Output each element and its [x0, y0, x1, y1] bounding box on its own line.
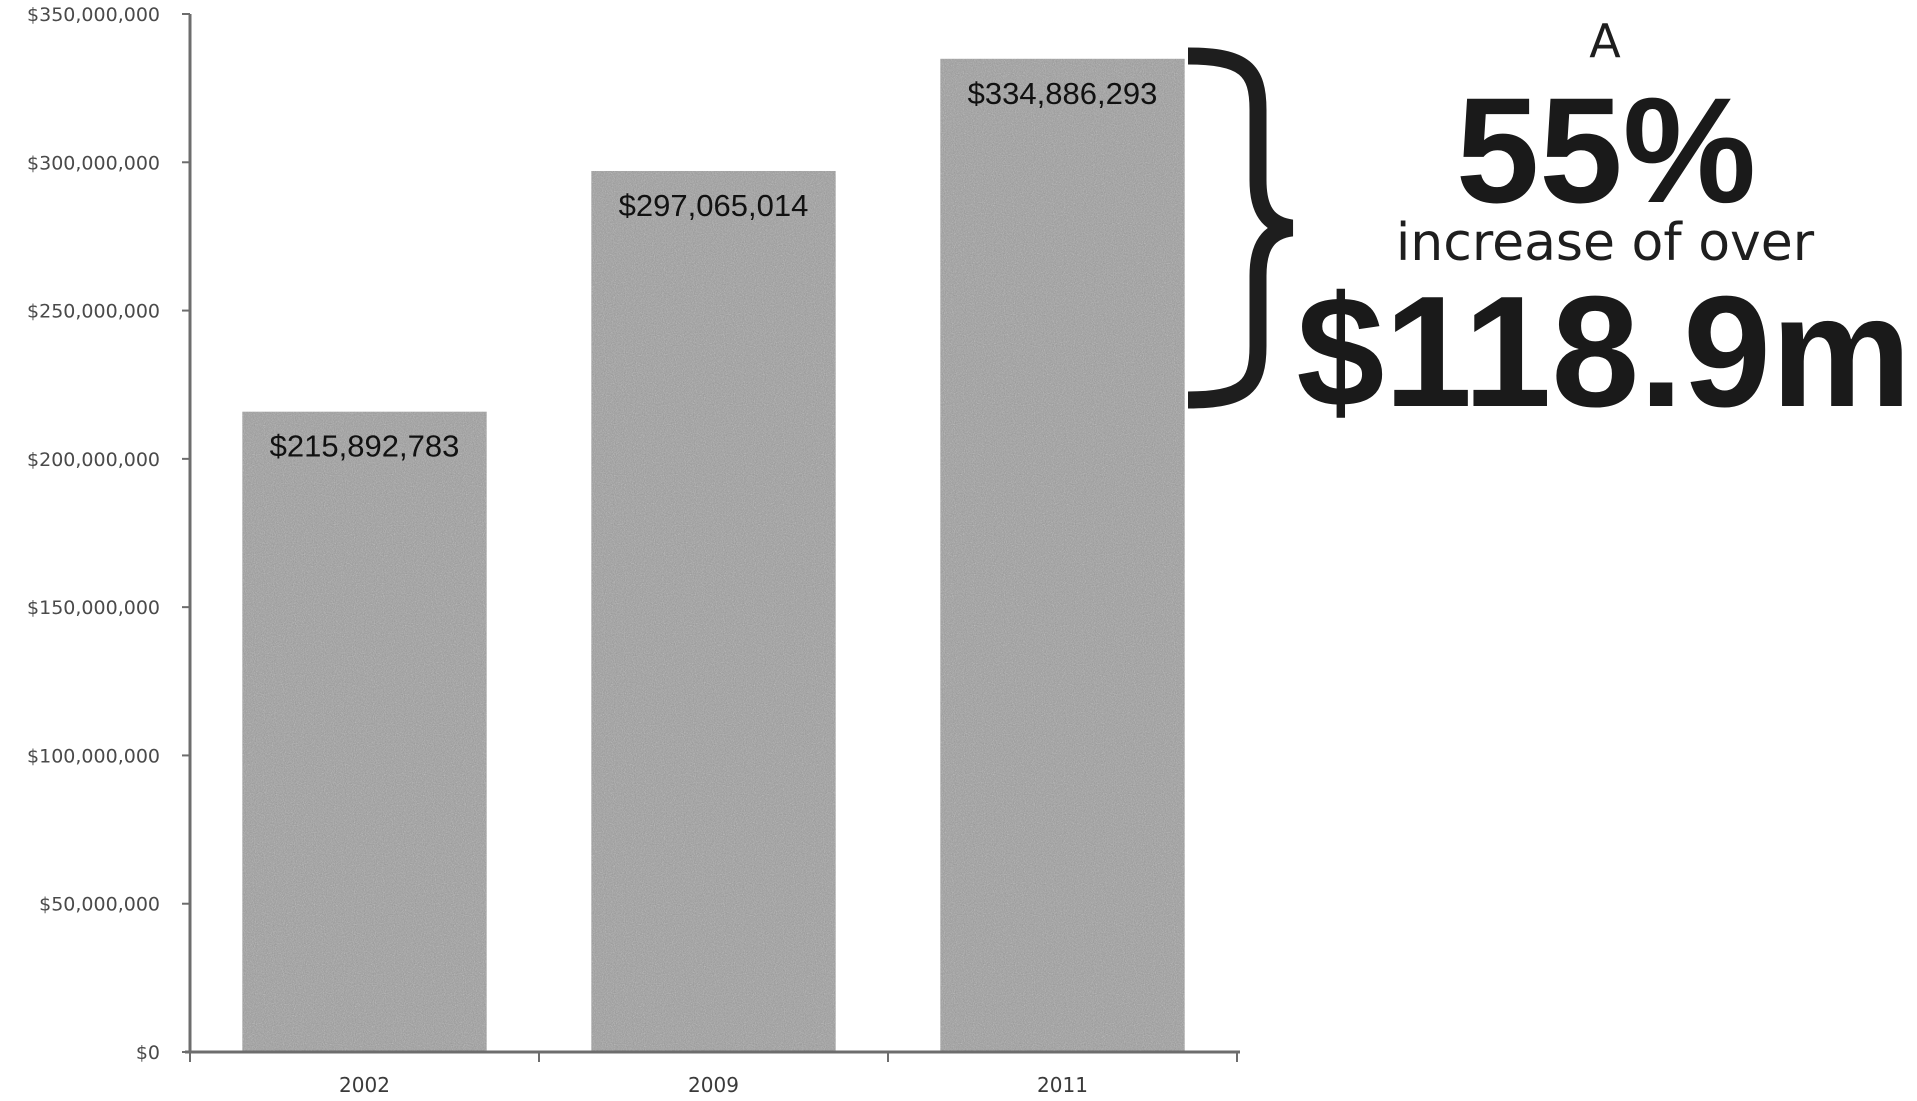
x-tick-label: 2002	[339, 1073, 390, 1097]
bars	[242, 58, 1185, 1052]
bar-2009	[591, 170, 836, 1052]
callout-description: increase of over	[1396, 213, 1815, 273]
callout-amount: $118.9m	[1296, 264, 1911, 440]
y-tick-label: $150,000,000	[27, 597, 160, 619]
y-tick-label: $100,000,000	[27, 745, 160, 767]
y-tick-label: $50,000,000	[39, 894, 160, 916]
data-labels: $215,892,783 $297,065,014 $334,886,293	[270, 76, 1158, 464]
bar-2011	[940, 58, 1185, 1052]
data-label-2009: $297,065,014	[619, 188, 809, 223]
data-label-2002: $215,892,783	[270, 429, 460, 464]
curly-brace	[1187, 47, 1294, 409]
x-tick-label: 2009	[688, 1073, 739, 1097]
y-tick-label: $250,000,000	[27, 301, 160, 323]
y-axis-ticks: $0 $50,000,000 $100,000,000 $150,000,000 $20…	[27, 4, 190, 1064]
y-tick-label: $200,000,000	[27, 449, 160, 471]
callout-percent: 55%	[1456, 66, 1756, 234]
bar-2002	[242, 411, 487, 1052]
callout-article: A	[1589, 14, 1621, 68]
y-tick-label: $300,000,000	[27, 152, 160, 174]
y-tick-label: $350,000,000	[27, 4, 160, 26]
y-tick-label: $0	[136, 1042, 160, 1064]
data-label-2011: $334,886,293	[968, 76, 1158, 111]
x-axis-ticks: 2002 2009 2011	[189, 1052, 1238, 1097]
x-tick-label: 2011	[1037, 1073, 1088, 1097]
